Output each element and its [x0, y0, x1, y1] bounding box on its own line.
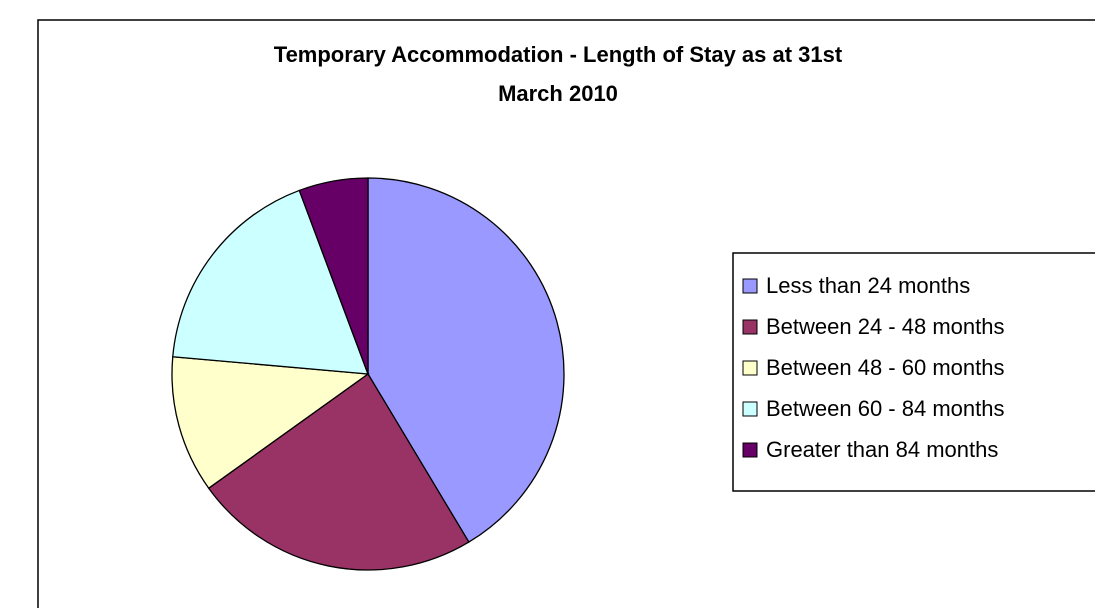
legend-swatch — [742, 319, 758, 335]
pie-slice — [367, 177, 565, 543]
legend-label: Between 24 - 48 months — [766, 314, 1004, 339]
pie-slice — [298, 177, 369, 375]
chart-title: March 2010 — [498, 81, 618, 106]
legend-label: Greater than 84 months — [766, 437, 998, 462]
legend-label: Between 48 - 60 months — [766, 355, 1004, 380]
legend-swatch — [742, 442, 758, 458]
chart-title: Temporary Accommodation - Length of Stay… — [274, 42, 843, 67]
pie-slice — [207, 373, 470, 571]
pie-slice — [172, 189, 369, 375]
legend-swatch — [742, 278, 758, 294]
legend-label: Between 60 - 84 months — [766, 396, 1004, 421]
pie-slice — [171, 356, 370, 490]
legend-swatch — [742, 401, 758, 417]
legend-swatch — [742, 360, 758, 376]
legend-label: Less than 24 months — [766, 273, 970, 298]
legend-box — [732, 252, 1095, 492]
